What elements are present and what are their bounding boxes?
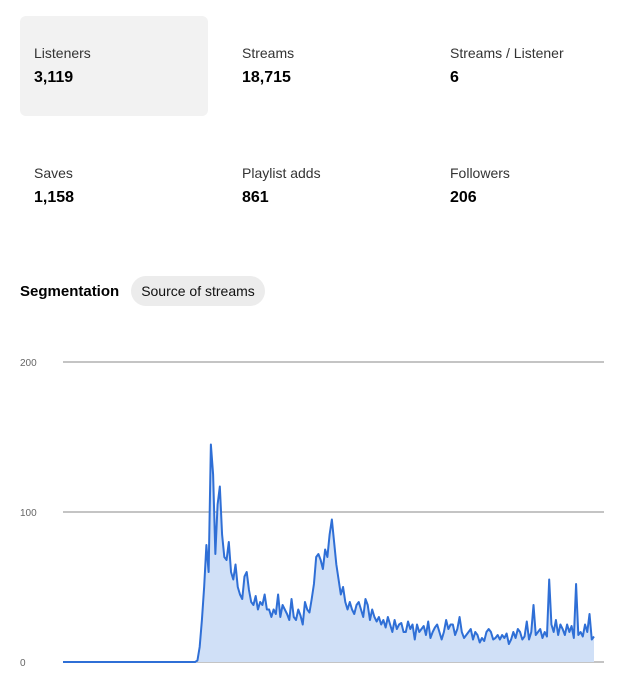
stat-label: Saves bbox=[34, 165, 73, 181]
stat-label: Listeners bbox=[34, 45, 91, 61]
stat-card-saves[interactable]: Saves 1,158 bbox=[20, 136, 208, 236]
stat-label: Playlist adds bbox=[242, 165, 321, 181]
stat-value: 861 bbox=[242, 189, 269, 206]
stat-value: 3,119 bbox=[34, 69, 74, 86]
stat-card-streams[interactable]: Streams 18,715 bbox=[228, 16, 416, 116]
y-tick-label: 0 bbox=[20, 658, 26, 669]
stat-value: 206 bbox=[450, 189, 477, 206]
chart-y-ticks: 0 100 200 bbox=[20, 358, 37, 669]
stat-card-followers[interactable]: Followers 206 bbox=[436, 136, 624, 236]
segmentation-row: Segmentation Source of streams bbox=[20, 276, 265, 306]
stat-card-listeners[interactable]: Listeners 3,119 bbox=[20, 16, 208, 116]
stat-label: Streams / Listener bbox=[450, 45, 564, 61]
stat-value: 6 bbox=[450, 69, 459, 86]
stat-card-streams-per-listener[interactable]: Streams / Listener 6 bbox=[436, 16, 624, 116]
stat-label: Followers bbox=[450, 165, 510, 181]
y-tick-label: 100 bbox=[20, 508, 37, 519]
segmentation-title: Segmentation bbox=[20, 282, 120, 300]
source-of-streams-chip[interactable]: Source of streams bbox=[131, 276, 265, 306]
y-tick-label: 200 bbox=[20, 358, 37, 369]
stat-value: 1,158 bbox=[34, 189, 75, 206]
stat-label: Streams bbox=[242, 45, 295, 61]
chart-series-line bbox=[63, 443, 595, 663]
stat-value: 18,715 bbox=[242, 69, 291, 86]
stat-card-playlist-adds[interactable]: Playlist adds 861 bbox=[228, 136, 416, 236]
streams-area-chart: 0 100 200 bbox=[20, 358, 604, 669]
